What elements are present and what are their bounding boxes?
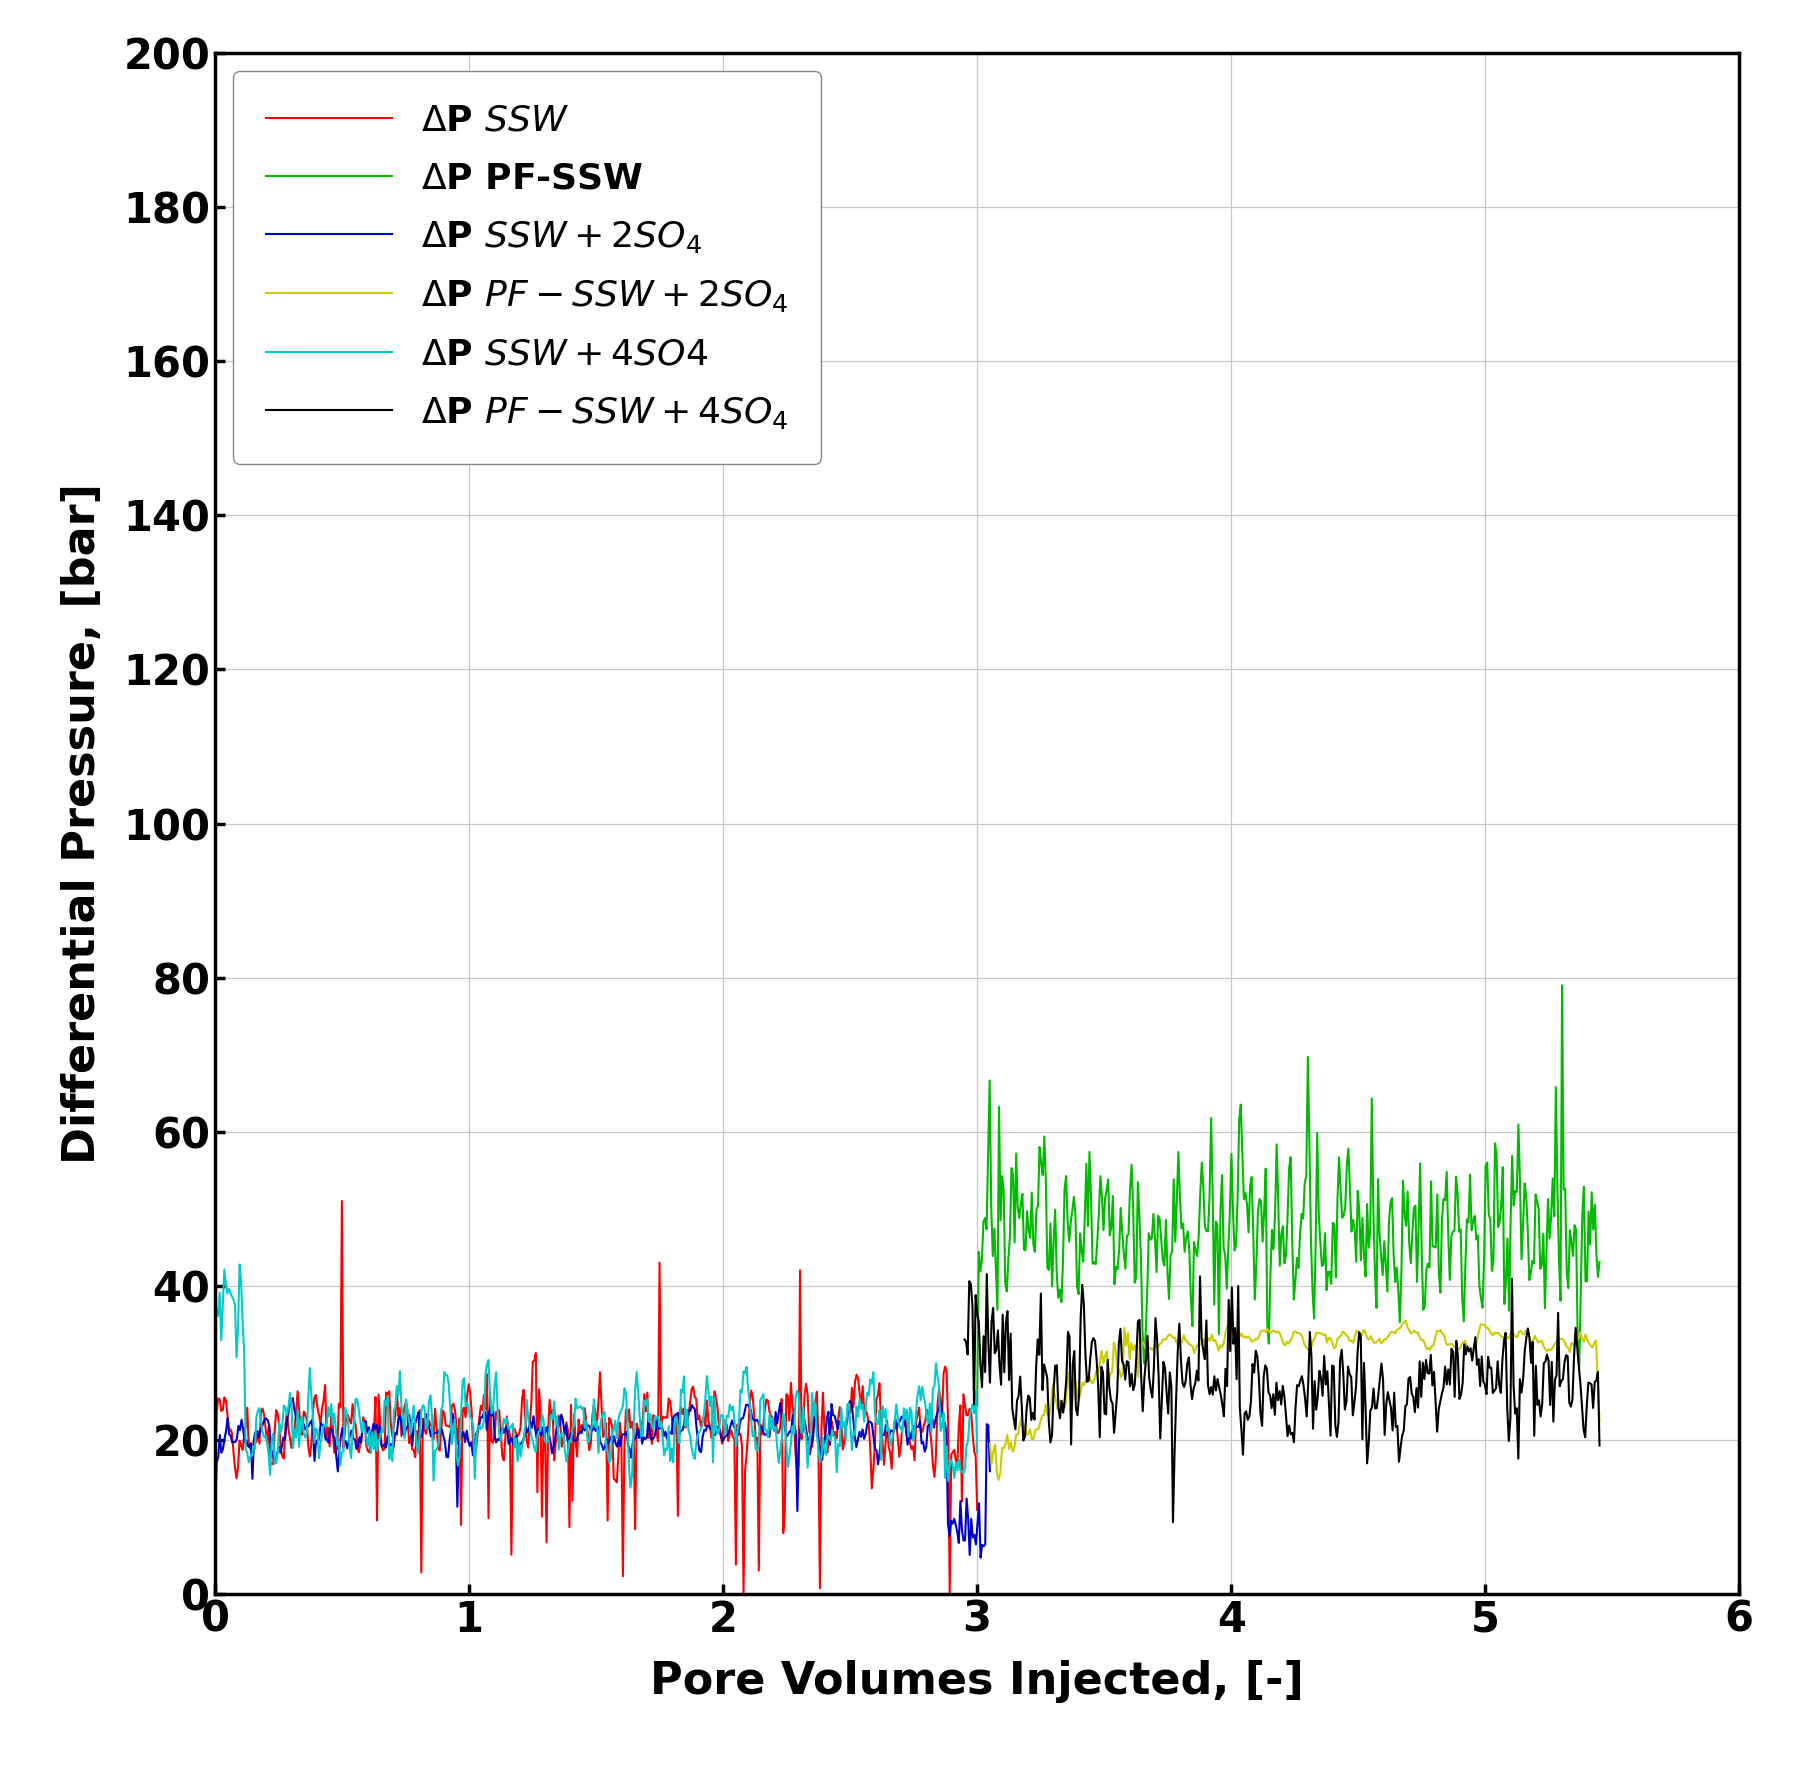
- $\Delta$P $SSW + 2SO_4$: [579, 1415, 601, 1436]
- Line: $\Delta$P PF-SSW: $\Delta$P PF-SSW: [977, 985, 1599, 1404]
- $\Delta$P $SSW$: [830, 1413, 852, 1435]
- $\Delta$P PF-SSW: [1169, 1187, 1191, 1208]
- $\Delta$P $SSW + 4SO4$: [568, 1397, 590, 1419]
- $\Delta$P $PF - SSW + 2SO_4$: [1395, 1311, 1416, 1332]
- $\Delta$P $SSW$: [966, 1500, 988, 1521]
- Line: $\Delta$P $SSW + 2SO_4$: $\Delta$P $SSW + 2SO_4$: [215, 1397, 990, 1558]
- Line: $\Delta$P $PF - SSW + 4SO_4$: $\Delta$P $PF - SSW + 4SO_4$: [965, 1273, 1599, 1521]
- $\Delta$P $PF - SSW + 2SO_4$: [979, 1433, 1000, 1454]
- $\Delta$P $SSW + 4SO4$: [950, 1461, 972, 1482]
- $\Delta$P $PF - SSW + 2SO_4$: [1565, 1330, 1587, 1351]
- $\Delta$P $SSW$: [204, 1466, 226, 1488]
- $\Delta$P $PF - SSW + 4SO_4$: [1031, 1380, 1052, 1401]
- $\Delta$P $PF - SSW + 4SO_4$: [1415, 1350, 1436, 1371]
- $\Delta$P $SSW$: [619, 1399, 640, 1420]
- $\Delta$P $PF - SSW + 2SO_4$: [988, 1470, 1009, 1491]
- Legend: $\Delta$P $SSW$, $\Delta$P PF-SSW, $\Delta$P $SSW + 2SO_4$, $\Delta$P $PF - SSW : $\Delta$P $SSW$, $\Delta$P PF-SSW, $\Del…: [233, 71, 821, 464]
- $\Delta$P $SSW + 2SO_4$: [204, 1498, 226, 1520]
- $\Delta$P $PF - SSW + 4SO_4$: [954, 1328, 975, 1350]
- $\Delta$P $SSW + 4SO4$: [832, 1417, 853, 1438]
- $\Delta$P $PF - SSW + 2SO_4$: [1262, 1319, 1284, 1341]
- Line: $\Delta$P $SSW$: $\Delta$P $SSW$: [215, 1201, 977, 1594]
- $\Delta$P $SSW$: [568, 1410, 590, 1431]
- $\Delta$P $PF - SSW + 2SO_4$: [1589, 1410, 1610, 1431]
- $\Delta$P $SSW + 2SO_4$: [626, 1427, 647, 1449]
- $\Delta$P $PF - SSW + 4SO_4$: [1356, 1452, 1377, 1473]
- $\Delta$P PF-SSW: [1416, 1259, 1438, 1280]
- $\Delta$P $PF - SSW + 2SO_4$: [1583, 1332, 1605, 1353]
- $\Delta$P $PF - SSW + 4SO_4$: [1589, 1435, 1610, 1456]
- $\Delta$P $PF - SSW + 2SO_4$: [1305, 1321, 1327, 1342]
- $\Delta$P $SSW$: [950, 1491, 972, 1512]
- $\Delta$P PF-SSW: [1589, 1252, 1610, 1273]
- $\Delta$P PF-SSW: [1042, 1275, 1063, 1296]
- $\Delta$P $PF - SSW + 2SO_4$: [1144, 1337, 1165, 1358]
- $\Delta$P $PF - SSW + 4SO_4$: [1208, 1376, 1230, 1397]
- $\Delta$P $SSW$: [332, 1190, 353, 1211]
- $\Delta$P $SSW$: [572, 1419, 593, 1440]
- $\Delta$P $SSW + 2SO_4$: [667, 1403, 689, 1424]
- $\Delta$P PF-SSW: [1357, 1238, 1379, 1259]
- $\Delta$P PF-SSW: [1418, 1257, 1440, 1279]
- $\Delta$P $PF - SSW + 4SO_4$: [1164, 1442, 1185, 1463]
- $\Delta$P $SSW + 4SO4$: [619, 1458, 640, 1479]
- $\Delta$P $SSW + 4SO4$: [662, 1438, 683, 1459]
- $\Delta$P $PF - SSW + 4SO_4$: [975, 1263, 997, 1284]
- $\Delta$P $SSW + 2SO_4$: [574, 1420, 595, 1442]
- $\Delta$P $SSW + 2SO_4$: [979, 1461, 1000, 1482]
- $\Delta$P $SSW$: [940, 1583, 961, 1605]
- $\Delta$P $SSW + 2SO_4$: [282, 1387, 303, 1408]
- $\Delta$P $SSW + 4SO4$: [620, 1477, 642, 1498]
- $\Delta$P $SSW + 2SO_4$: [841, 1394, 862, 1415]
- $\Delta$P $SSW + 2SO_4$: [963, 1527, 984, 1548]
- $\Delta$P $SSW + 2SO_4$: [970, 1548, 992, 1569]
- Y-axis label: Differential Pressure, [bar]: Differential Pressure, [bar]: [61, 483, 104, 1164]
- $\Delta$P PF-SSW: [1551, 974, 1572, 995]
- $\Delta$P $PF - SSW + 4SO_4$: [1162, 1511, 1183, 1532]
- Line: $\Delta$P $PF - SSW + 2SO_4$: $\Delta$P $PF - SSW + 2SO_4$: [990, 1321, 1599, 1481]
- $\Delta$P PF-SSW: [966, 1394, 988, 1415]
- X-axis label: Pore Volumes Injected, [-]: Pore Volumes Injected, [-]: [651, 1659, 1304, 1704]
- $\Delta$P $PF - SSW + 2SO_4$: [1341, 1330, 1363, 1351]
- $\Delta$P $PF - SSW + 4SO_4$: [1418, 1364, 1440, 1385]
- $\Delta$P $SSW + 4SO4$: [230, 1254, 251, 1275]
- $\Delta$P $SSW + 4SO4$: [204, 1291, 226, 1312]
- $\Delta$P $SSW$: [660, 1392, 681, 1413]
- $\Delta$P $SSW + 4SO4$: [572, 1397, 593, 1419]
- Line: $\Delta$P $SSW + 4SO4$: $\Delta$P $SSW + 4SO4$: [215, 1264, 977, 1488]
- $\Delta$P PF-SSW: [1212, 1238, 1234, 1259]
- $\Delta$P $SSW + 4SO4$: [966, 1443, 988, 1465]
